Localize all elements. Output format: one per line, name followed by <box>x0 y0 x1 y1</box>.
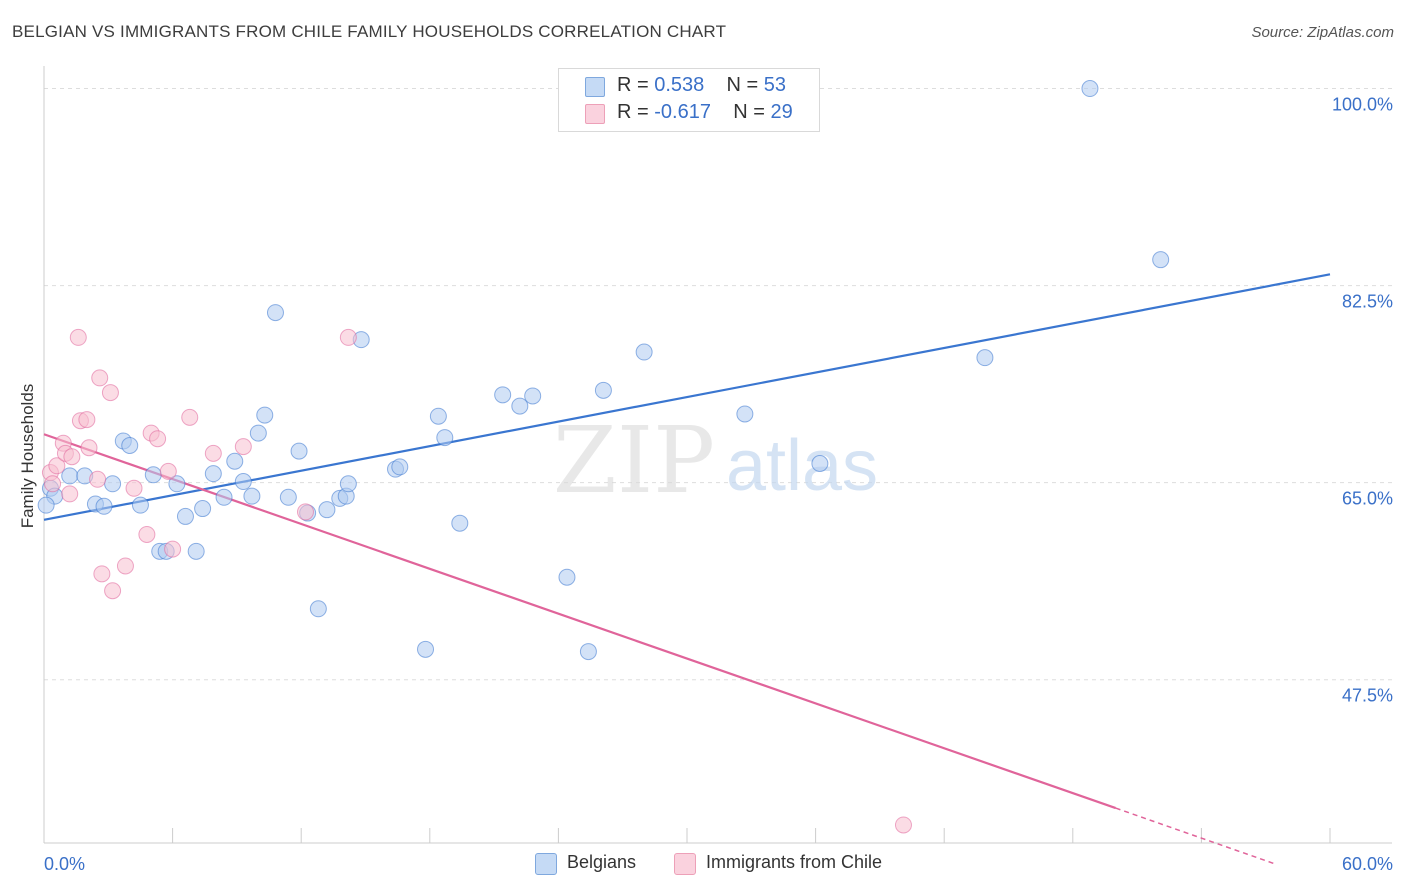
point-belgians <box>243 487 261 505</box>
point-belgians <box>309 600 327 618</box>
point-belgians <box>187 542 205 560</box>
x-tick-label: 0.0% <box>44 854 85 874</box>
point-belgians <box>131 496 149 514</box>
point-belgians <box>194 500 212 518</box>
point-belgians <box>417 640 435 658</box>
point-belgians <box>436 429 454 447</box>
point-chile <box>339 328 357 346</box>
point-belgians <box>279 488 297 506</box>
point-belgians <box>234 473 252 491</box>
watermark-zip: ZIP <box>553 407 715 514</box>
point-chile <box>89 470 107 488</box>
chart-title: BELGIAN VS IMMIGRANTS FROM CHILE FAMILY … <box>12 22 727 41</box>
point-belgians <box>579 643 597 661</box>
point-belgians <box>104 475 122 493</box>
point-belgians <box>511 397 529 415</box>
x-tick-label: 60.0% <box>1342 854 1393 874</box>
point-belgians <box>811 455 829 473</box>
point-chile <box>61 485 79 503</box>
point-belgians <box>95 497 113 515</box>
point-belgians <box>226 452 244 470</box>
trend-line-extension-chile <box>1115 807 1277 866</box>
r-label: R = <box>617 74 649 96</box>
point-belgians <box>215 488 233 506</box>
point-belgians <box>249 424 267 442</box>
point-belgians <box>318 501 336 519</box>
point-chile <box>48 457 66 475</box>
legend-label-belgians: Belgians <box>567 852 637 872</box>
point-belgians <box>176 507 194 525</box>
legend-swatch-chile <box>674 853 696 875</box>
legend-label-chile: Immigrants from Chile <box>706 852 883 872</box>
point-belgians <box>594 381 612 399</box>
point-belgians <box>256 406 274 424</box>
point-chile <box>104 582 122 600</box>
y-tick-label: 65.0% <box>1342 489 1393 509</box>
point-belgians <box>290 442 308 460</box>
point-chile <box>91 369 109 387</box>
point-belgians <box>429 407 447 425</box>
y-tick-label: 82.5% <box>1342 292 1393 312</box>
trend-lines <box>43 273 1331 866</box>
point-chile <box>44 475 62 493</box>
source-label: Source: ZipAtlas.com <box>1251 24 1394 41</box>
point-belgians <box>451 514 469 532</box>
point-chile <box>80 439 98 457</box>
stats-legend: R = 0.538 N = 53 R = -0.617 N = 29 <box>558 68 820 132</box>
point-belgians <box>1152 251 1170 269</box>
point-chile <box>93 565 111 583</box>
point-belgians <box>976 349 994 367</box>
point-belgians <box>736 405 754 423</box>
trend-line-belgians <box>43 273 1331 521</box>
point-chile <box>101 384 119 402</box>
point-belgians <box>144 466 162 484</box>
point-chile <box>204 444 222 462</box>
r-value: -0.617 <box>654 101 711 123</box>
gridlines <box>44 88 1392 681</box>
n-value: 53 <box>763 74 787 96</box>
axes <box>43 66 1392 844</box>
point-chile <box>181 408 199 426</box>
tick-labels: 47.5% 65.0% 82.5% 100.0% 0.0% 60.0% <box>44 95 1393 874</box>
point-chile <box>296 503 314 521</box>
point-chile <box>164 540 182 558</box>
point-chile <box>234 438 252 456</box>
point-chile <box>159 462 177 480</box>
point-chile <box>894 816 912 834</box>
point-belgians <box>37 496 55 514</box>
point-chile <box>138 525 156 543</box>
point-belgians <box>266 304 284 322</box>
point-chile <box>116 557 134 575</box>
point-chile <box>69 328 87 346</box>
legend-swatch-belgians <box>585 77 605 97</box>
point-chile <box>149 430 167 448</box>
point-belgians <box>558 568 576 586</box>
legend-swatch-chile <box>585 104 605 124</box>
point-belgians <box>121 436 139 454</box>
y-tick-label: 47.5% <box>1342 686 1393 706</box>
point-belgians <box>494 386 512 404</box>
data-points <box>37 80 1170 834</box>
point-belgians <box>391 458 409 476</box>
point-chile <box>63 448 81 466</box>
point-belgians <box>524 387 542 405</box>
point-belgians <box>168 475 186 493</box>
point-chile <box>125 479 143 497</box>
n-label: N = <box>733 101 765 123</box>
point-belgians <box>204 465 222 483</box>
point-belgians <box>61 467 79 485</box>
y-tick-label: 100.0% <box>1332 95 1393 115</box>
point-belgians <box>635 343 653 361</box>
r-label: R = <box>617 101 649 123</box>
r-value: 0.538 <box>654 74 705 96</box>
point-belgians <box>339 475 357 493</box>
n-value: 29 <box>770 101 793 123</box>
watermark-atlas: atlas <box>726 426 878 506</box>
legend-swatch-belgians <box>535 853 557 875</box>
point-chile <box>78 411 96 429</box>
point-belgians <box>1081 80 1099 98</box>
n-label: N = <box>726 74 759 96</box>
